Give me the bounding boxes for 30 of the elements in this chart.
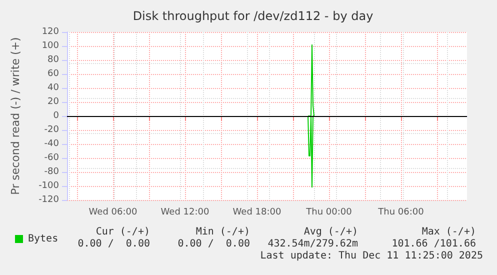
text: 0.00 / 0.00 — [178, 238, 250, 250]
y-tick-label: -60 — [44, 153, 60, 163]
y-tick-label: 120 — [42, 27, 60, 37]
y-tick-label: -20 — [44, 125, 60, 135]
chart-title: Disk throughput for /dev/zd112 - by day — [132, 9, 374, 23]
text: 101.66 /101.66 — [392, 238, 476, 250]
text: Cur (-/+) — [96, 226, 150, 238]
x-tick-label: Wed 06:00 — [88, 208, 138, 218]
y-tick-label: 40 — [48, 83, 60, 93]
y-tick-label: -40 — [44, 139, 60, 149]
y-tick-label: -80 — [44, 167, 60, 177]
y-tick-label: 80 — [48, 55, 60, 65]
text: 0.00 / 0.00 — [78, 238, 150, 250]
text: Last update: Thu Dec 11 11:25:00 2025 — [260, 250, 483, 262]
text: Avg (-/+) — [304, 226, 358, 238]
x-tick-label: Wed 18:00 — [232, 208, 282, 218]
legend-label: Bytes — [28, 234, 58, 244]
text: 432.54m/279.62m — [268, 238, 358, 250]
y-tick-label: -100 — [38, 181, 60, 191]
y-tick-label: 100 — [42, 41, 60, 51]
y-tick-label: 0 — [53, 111, 60, 121]
text: Min (-/+) — [196, 226, 250, 238]
x-tick-label: Wed 12:00 — [160, 208, 210, 218]
y-tick-label: 60 — [48, 69, 60, 79]
x-tick-label: Thu 06:00 — [377, 208, 424, 218]
y-tick-label: 20 — [48, 97, 60, 107]
x-tick-label: Thu 00:00 — [305, 208, 352, 218]
text: Max (-/+) — [422, 226, 476, 238]
y-tick-label: -120 — [38, 195, 60, 205]
y-axis-title: Pr second read (-) / write (+) — [9, 37, 22, 195]
